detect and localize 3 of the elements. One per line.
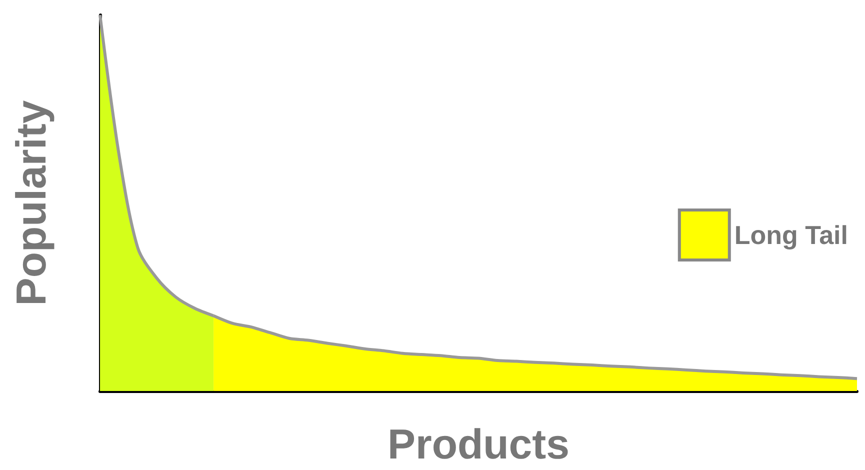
x-axis-title: Products xyxy=(387,420,570,468)
legend-label: Long Tail xyxy=(734,220,848,250)
y-axis-title: Popularity xyxy=(8,100,54,306)
